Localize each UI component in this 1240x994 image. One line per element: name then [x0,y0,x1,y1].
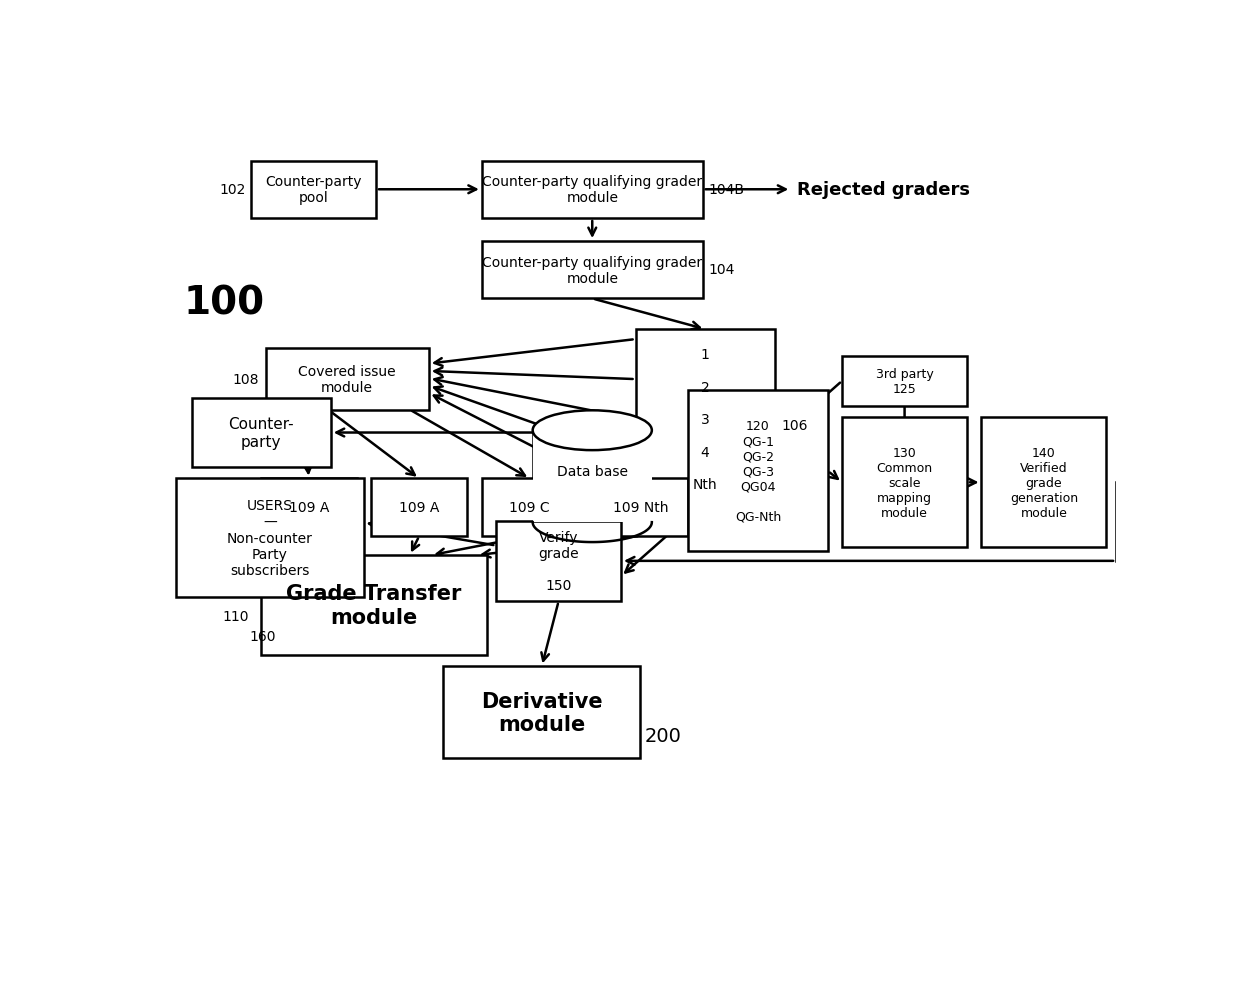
Text: 104: 104 [708,263,735,277]
FancyBboxPatch shape [982,417,1106,548]
FancyBboxPatch shape [481,161,703,219]
FancyBboxPatch shape [635,330,775,510]
Text: 109 A: 109 A [399,501,439,515]
Text: Data base: Data base [557,464,627,478]
Text: 106: 106 [781,418,808,432]
Text: USERS
—
Non-counter
Party
subscribers: USERS — Non-counter Party subscribers [227,499,312,578]
Text: 104B: 104B [708,183,744,197]
Text: 109 Nth: 109 Nth [613,501,668,515]
FancyBboxPatch shape [496,521,621,601]
FancyBboxPatch shape [842,417,967,548]
Text: 3rd party
125: 3rd party 125 [875,368,934,396]
Bar [533,430,652,523]
Text: Derivative
module: Derivative module [481,691,603,734]
Text: Counter-
party: Counter- party [228,416,294,449]
Text: 110: 110 [223,609,249,624]
Text: 109 C: 109 C [510,501,551,515]
Text: Counter-party
pool: Counter-party pool [265,175,362,205]
Text: 108: 108 [232,373,259,387]
Text: 140
Verified
grade
generation
module: 140 Verified grade generation module [1009,446,1078,519]
Text: 1

2

3

4

Nth: 1 2 3 4 Nth [693,348,718,491]
FancyBboxPatch shape [481,242,703,299]
Text: 200: 200 [645,726,682,745]
FancyBboxPatch shape [250,161,376,219]
FancyBboxPatch shape [191,399,331,467]
Text: 120
QG-1
QG-2
QG-3
QG04

QG-Nth: 120 QG-1 QG-2 QG-3 QG04 QG-Nth [735,419,781,523]
Text: Counter-party qualifying grader
module: Counter-party qualifying grader module [482,175,702,205]
Text: Verify
grade

150: Verify grade 150 [538,530,579,592]
FancyBboxPatch shape [371,479,467,537]
Text: Counter-party qualifying grader
module: Counter-party qualifying grader module [482,255,702,285]
Text: 100: 100 [184,284,265,322]
FancyBboxPatch shape [260,556,486,655]
Text: 102: 102 [219,183,246,197]
FancyBboxPatch shape [842,357,967,407]
FancyBboxPatch shape [265,349,429,411]
FancyBboxPatch shape [481,479,578,537]
FancyBboxPatch shape [176,479,363,597]
Text: 130
Common
scale
mapping
module: 130 Common scale mapping module [877,446,932,519]
FancyBboxPatch shape [688,391,828,552]
Text: Covered issue
module: Covered issue module [299,365,396,395]
Ellipse shape [533,411,652,450]
Text: 109 A: 109 A [289,501,329,515]
FancyBboxPatch shape [444,667,640,758]
Text: 160: 160 [249,629,275,643]
Text: Rejected graders: Rejected graders [797,181,970,199]
Text: Grade Transfer
module: Grade Transfer module [286,583,461,627]
FancyBboxPatch shape [593,479,688,537]
FancyBboxPatch shape [260,479,357,537]
